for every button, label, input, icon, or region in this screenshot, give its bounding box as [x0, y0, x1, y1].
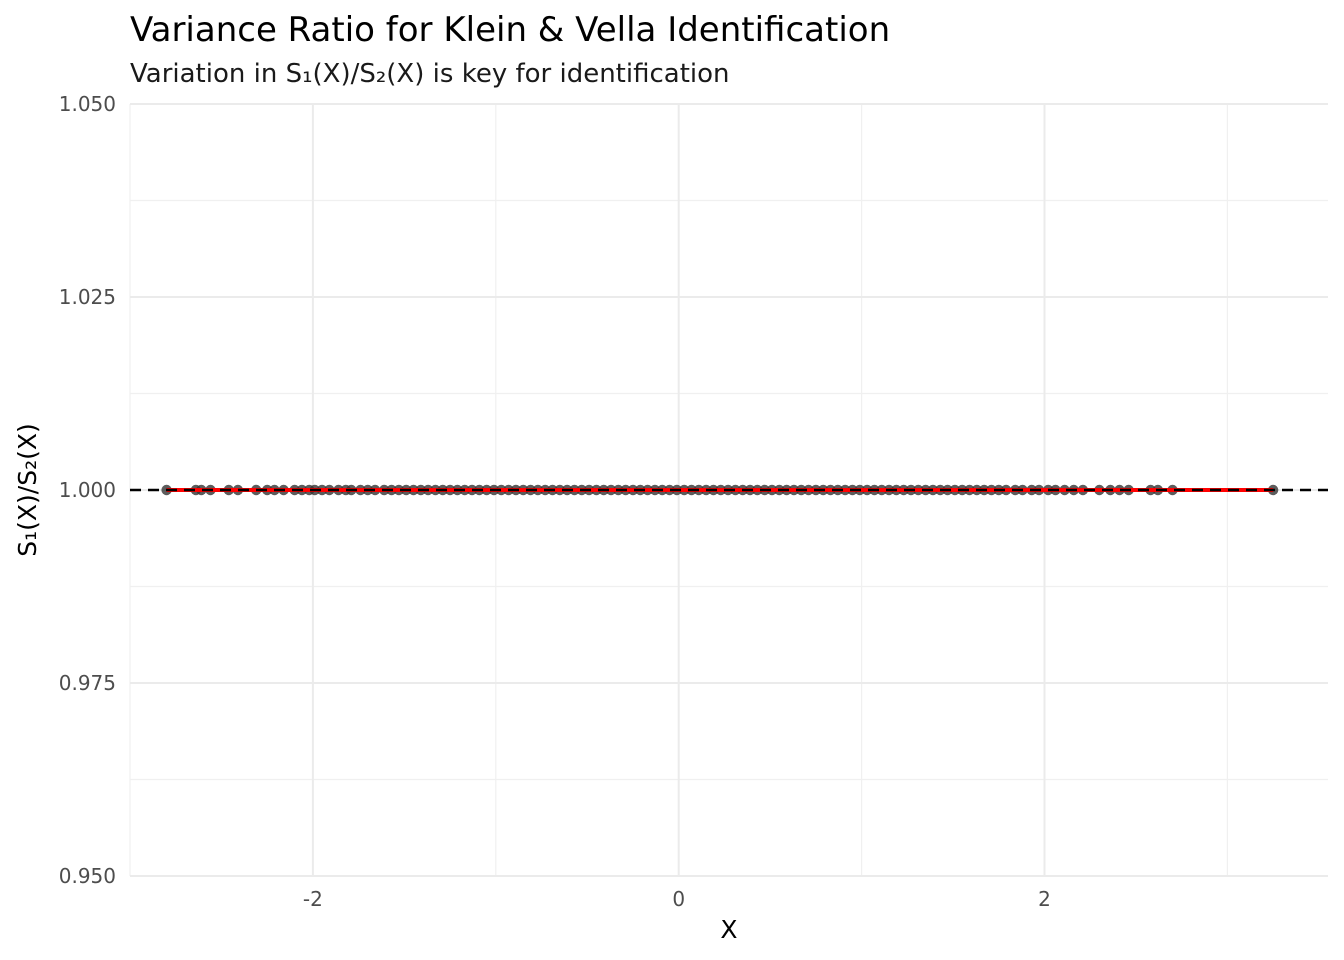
minor-gridlines — [129, 104, 1328, 876]
chart-title: Variance Ratio for Klein & Vella Identif… — [130, 10, 890, 50]
x-axis-title: X — [720, 915, 737, 944]
y-tick-label: 1.050 — [59, 92, 116, 116]
plot-panel — [129, 103, 1328, 877]
y-tick-label: 1.025 — [59, 285, 116, 309]
x-axis-ticks: -2 0 2 — [303, 887, 1051, 911]
x-tick-label: -2 — [303, 887, 323, 911]
y-axis-title: S₁(X)/S₂(X) — [13, 423, 42, 556]
y-tick-label: 0.950 — [59, 864, 116, 888]
y-tick-label: 1.000 — [59, 478, 116, 502]
y-axis-ticks: 0.950 0.975 1.000 1.025 1.050 — [59, 92, 116, 888]
chart-subtitle: Variation in S₁(X)/S₂(X) is key for iden… — [130, 59, 730, 89]
y-tick-label: 0.975 — [59, 671, 116, 695]
x-tick-label: 2 — [1038, 887, 1051, 911]
x-tick-label: 0 — [672, 887, 685, 911]
